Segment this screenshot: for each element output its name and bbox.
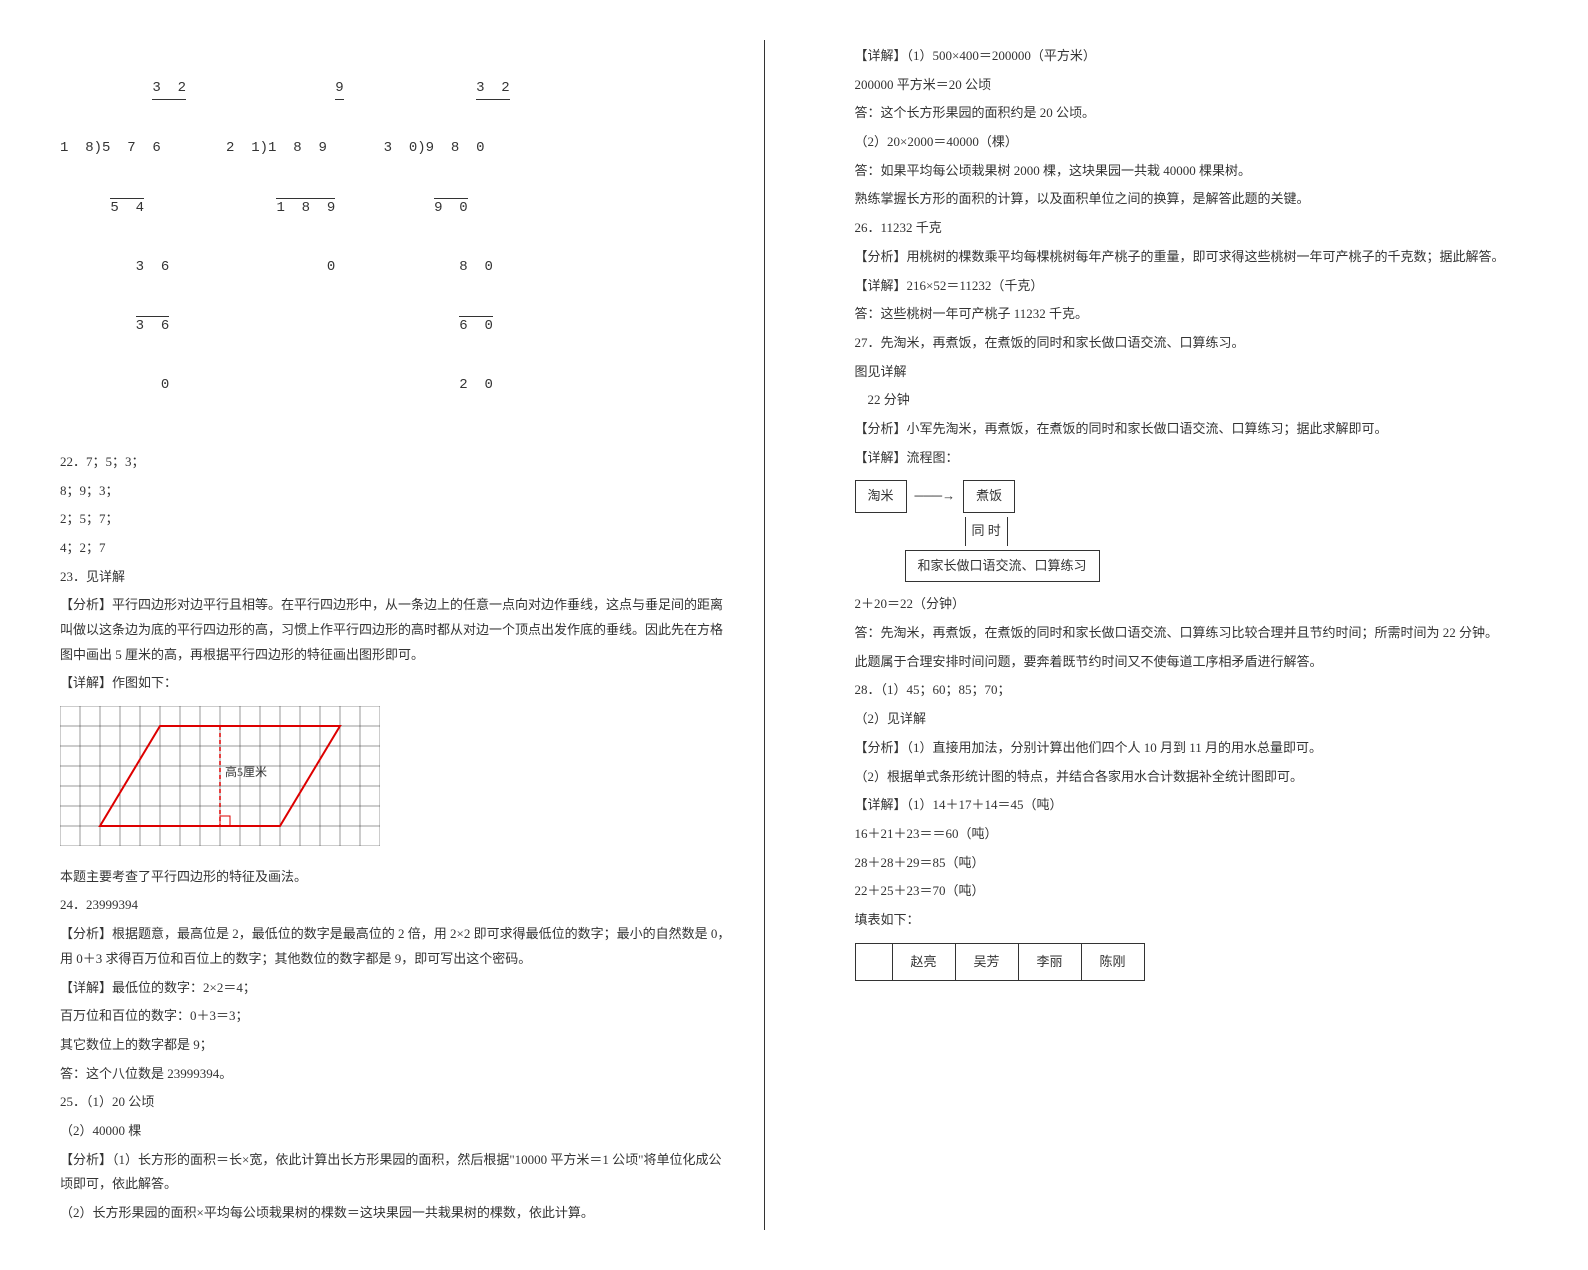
table-row: 赵亮 吴芳 李丽 陈刚 xyxy=(855,943,1144,981)
q28-analysis: 【分析】（1）直接用加法，分别计算出他们四个人 10 月到 11 月的用水总量即… xyxy=(855,736,1529,761)
step: 8 0 xyxy=(459,259,493,275)
data-table: 赵亮 吴芳 李丽 陈刚 xyxy=(855,943,1145,982)
q22-line4: 4；2；7 xyxy=(60,536,734,561)
grid-svg: 高5厘米 xyxy=(60,706,380,846)
q24-num: 24．23999394 xyxy=(60,893,734,918)
quotient: 3 2 xyxy=(152,79,186,100)
q25-num: 25．（1）20 公顷 xyxy=(60,1090,734,1115)
q25-a2: （2）长方形果园的面积×平均每公顷栽果树的棵数＝这块果园一共栽果树的棵数，依此计… xyxy=(60,1201,734,1226)
table-cell: 陈刚 xyxy=(1081,943,1144,981)
divisor: 1 8 xyxy=(60,140,94,156)
step: 5 4 xyxy=(110,198,144,219)
q22-line2: 8；9；3； xyxy=(60,479,734,504)
q27-num: 27．先淘米，再煮饭，在煮饭的同时和家长做口语交流、口算练习。 xyxy=(855,331,1529,356)
longdiv-2: 9 2 1)1 8 9 1 8 9 0 xyxy=(226,40,344,435)
flowchart: 淘米 ───→ 煮饭 同 时 和家长做口语交流、口算练习 xyxy=(855,480,1529,582)
q27-d3: 此题属于合理安排时间问题，要奔着既节约时间又不使每道工序相矛盾进行解答。 xyxy=(855,650,1529,675)
dividend: 9 8 0 xyxy=(426,140,485,156)
step: 3 6 xyxy=(136,316,170,337)
q28-a2: （2）根据单式条形统计图的特点，并结合各家用水合计数据补全统计图即可。 xyxy=(855,765,1529,790)
q25-d3: 答：这个长方形果园的面积约是 20 公顷。 xyxy=(855,101,1529,126)
table-cell xyxy=(855,943,892,981)
step: 2 0 xyxy=(459,377,493,393)
right-column: 【详解】（1）500×400＝200000（平方米） 200000 平方米＝20… xyxy=(825,40,1529,1230)
step: 0 xyxy=(161,377,169,393)
q23-num: 23．见详解 xyxy=(60,565,734,590)
q28-l2: （2）见详解 xyxy=(855,707,1529,732)
page: 3 2 1 8)5 7 6 5 4 3 6 3 6 0 9 2 1)1 8 9 … xyxy=(60,40,1528,1230)
flow-node-1: 淘米 xyxy=(855,480,907,513)
quotient: 9 xyxy=(335,79,343,100)
q27-d2: 答：先淘米，再煮饭，在煮饭的同时和家长做口语交流、口算练习比较合理并且节约时间；… xyxy=(855,621,1529,646)
q28-num: 28．（1）45；60；85；70； xyxy=(855,678,1529,703)
divisor: 3 0 xyxy=(384,140,418,156)
q26-analysis: 【分析】用桃树的棵数乘平均每棵桃树每年产桃子的重量，即可求得这些桃树一年可产桃子… xyxy=(855,245,1529,270)
flow-node-2: 煮饭 xyxy=(963,480,1015,513)
q25-d2: 200000 平方米＝20 公顷 xyxy=(855,73,1529,98)
left-column: 3 2 1 8)5 7 6 5 4 3 6 3 6 0 9 2 1)1 8 9 … xyxy=(60,40,765,1230)
q28-d3: 28＋28＋29＝85（吨） xyxy=(855,851,1529,876)
q24-analysis: 【分析】根据题意，最高位是 2，最低位的数字是最高位的 2 倍，用 2×2 即可… xyxy=(60,922,734,971)
q28-d5: 填表如下： xyxy=(855,908,1529,933)
q24-d4: 答：这个八位数是 23999394。 xyxy=(60,1062,734,1087)
q22-line1: 22．7；5；3； xyxy=(60,450,734,475)
dividend: 5 7 6 xyxy=(102,140,161,156)
q28-d4: 22＋25＋23＝70（吨） xyxy=(855,879,1529,904)
arrow-right-icon: ───→ xyxy=(915,484,956,509)
q26-d1: 【详解】216×52＝11232（千克） xyxy=(855,274,1529,299)
q26-d2: 答：这些桃树一年可产桃子 11232 千克。 xyxy=(855,302,1529,327)
table-cell: 赵亮 xyxy=(892,943,955,981)
longdiv-1: 3 2 1 8)5 7 6 5 4 3 6 3 6 0 xyxy=(60,40,186,435)
q25-d1: 【详解】（1）500×400＝200000（平方米） xyxy=(855,44,1529,69)
q24-d2: 百万位和百位的数字：0＋3＝3； xyxy=(60,1004,734,1029)
q24-d3: 其它数位上的数字都是 9； xyxy=(60,1033,734,1058)
q25-d6: 熟练掌握长方形的面积的计算，以及面积单位之间的换算，是解答此题的关键。 xyxy=(855,187,1529,212)
q23-analysis: 【分析】平行四边形对边平行且相等。在平行四边形中，从一条边上的任意一点向对边作垂… xyxy=(60,593,734,667)
q27-l3: 22 分钟 xyxy=(855,388,1529,413)
q25-analysis: 【分析】（1）长方形的面积＝长×宽，依此计算出长方形果园的面积，然后根据"100… xyxy=(60,1148,734,1197)
q27-analysis: 【分析】小军先淘米，再煮饭，在煮饭的同时和家长做口语交流、口算练习；据此求解即可… xyxy=(855,417,1529,442)
long-division-row: 3 2 1 8)5 7 6 5 4 3 6 3 6 0 9 2 1)1 8 9 … xyxy=(60,40,734,435)
longdiv-3: 3 2 3 0)9 8 0 9 0 8 0 6 0 2 0 xyxy=(384,40,510,435)
height-label: 高5厘米 xyxy=(225,764,267,779)
q28-d2: 16＋21＋23＝＝60（吨） xyxy=(855,822,1529,847)
q23-note: 本题主要考查了平行四边形的特征及画法。 xyxy=(60,865,734,890)
q22-line3: 2；5；7； xyxy=(60,507,734,532)
step: 3 6 xyxy=(136,259,170,275)
step: 1 8 9 xyxy=(276,198,335,219)
q25-d4: （2）20×2000＝40000（棵） xyxy=(855,130,1529,155)
q27-detail-label: 【详解】流程图： xyxy=(855,446,1529,471)
q24-d1: 【详解】最低位的数字：2×2＝4； xyxy=(60,976,734,1001)
q25-d5: 答：如果平均每公顷栽果树 2000 棵，这块果园一共栽 40000 棵果树。 xyxy=(855,159,1529,184)
divisor: 2 1 xyxy=(226,140,260,156)
table-cell: 吴芳 xyxy=(955,943,1018,981)
flow-mid: 同 时 xyxy=(965,517,1008,546)
flow-node-3: 和家长做口语交流、口算练习 xyxy=(905,550,1100,583)
q26-num: 26．11232 千克 xyxy=(855,216,1529,241)
q27-d1: 2＋20＝22（分钟） xyxy=(855,592,1529,617)
dividend: 1 8 9 xyxy=(268,140,327,156)
q23-detail-label: 【详解】作图如下： xyxy=(60,671,734,696)
q28-d1: 【详解】（1）14＋17＋14＝45（吨） xyxy=(855,793,1529,818)
table-cell: 李丽 xyxy=(1018,943,1081,981)
step: 0 xyxy=(327,259,335,275)
step: 6 0 xyxy=(459,316,493,337)
parallelogram-grid: 高5厘米 xyxy=(60,706,734,855)
quotient: 3 2 xyxy=(476,79,510,100)
step: 9 0 xyxy=(434,198,468,219)
q27-l2: 图见详解 xyxy=(855,360,1529,385)
